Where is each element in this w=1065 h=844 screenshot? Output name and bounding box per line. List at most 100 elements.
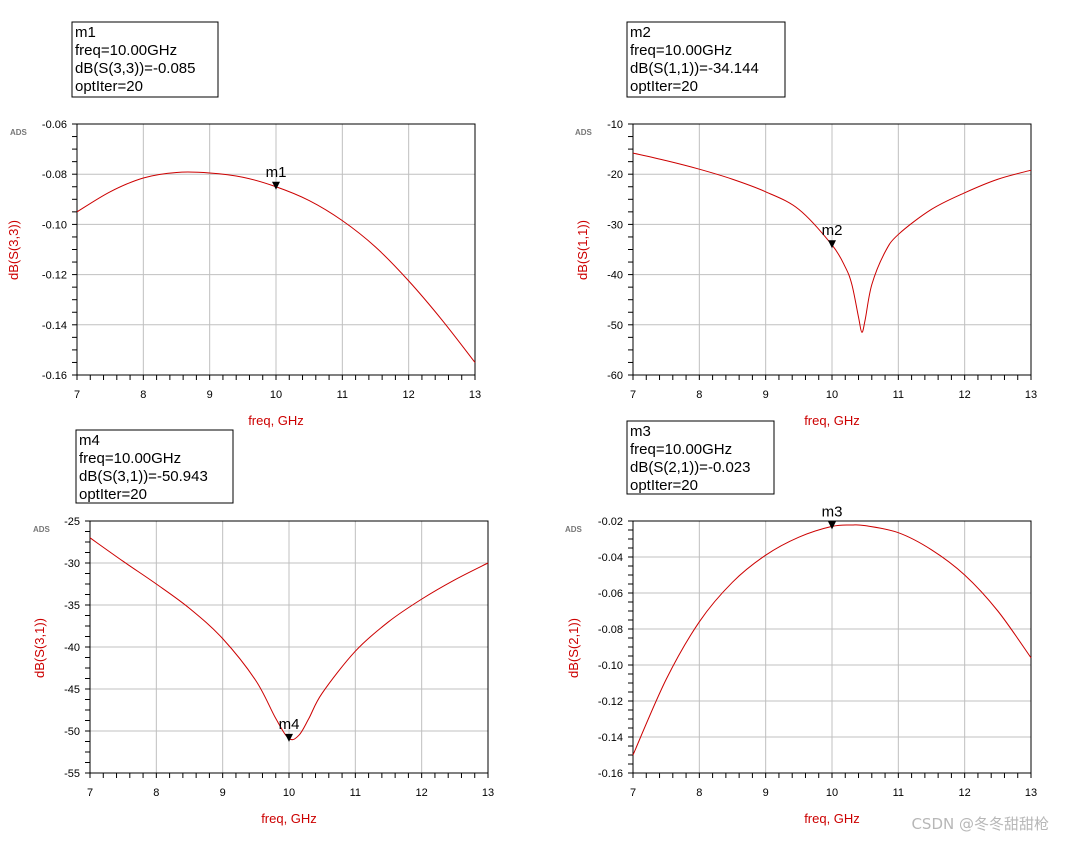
- y-tick-label: -50: [64, 726, 80, 738]
- x-tick-label: 11: [337, 389, 348, 401]
- x-tick-label: 9: [763, 389, 769, 401]
- x-tick-label: 11: [350, 787, 361, 799]
- y-tick-label: -10: [607, 119, 623, 131]
- x-tick-label: 9: [207, 389, 213, 401]
- y-tick-label: -60: [607, 370, 623, 382]
- y-tick-label: -20: [607, 169, 623, 181]
- readout-line: freq=10.00GHz: [75, 42, 177, 59]
- readout-line: m1: [75, 24, 96, 41]
- x-tick-label: 13: [1025, 787, 1037, 799]
- y-tick-label: -30: [607, 219, 623, 231]
- marker-label: m1: [266, 164, 287, 181]
- readout-line: optIter=20: [630, 78, 698, 95]
- y-tick-label: -40: [607, 270, 623, 282]
- y-tick-label: -0.16: [598, 768, 623, 780]
- readout-line: freq=10.00GHz: [79, 450, 181, 467]
- plot-p1: ADS 7 8 9 10 11 12 13 -0.16 -0.14 -0.12 -0.10 -0.08 -…: [6, 21, 481, 428]
- x-tick-label: 7: [630, 787, 636, 799]
- x-tick-label: 10: [826, 787, 838, 799]
- x-tick-label: 12: [959, 787, 971, 799]
- marker-triangle: [285, 733, 293, 742]
- marker-readout-box: m2freq=10.00GHzdB(S(1,1))=-34.144optIter…: [626, 21, 786, 98]
- x-tick-label: 12: [403, 389, 415, 401]
- x-tick-label: 8: [696, 787, 702, 799]
- x-axis-label: freq, GHz: [804, 811, 860, 826]
- x-tick-label: 7: [87, 787, 93, 799]
- readout-line: m4: [79, 432, 100, 449]
- x-axis-label: freq, GHz: [804, 413, 860, 428]
- x-tick-label: 8: [696, 389, 702, 401]
- ads-tag: ADS: [33, 525, 51, 534]
- marker-triangle: [272, 181, 280, 190]
- y-tick-label: -0.12: [598, 696, 623, 708]
- readout-frame: [71, 21, 219, 98]
- y-tick-label: -0.10: [598, 660, 623, 672]
- plot-frame: [632, 123, 1032, 376]
- x-axis-label: freq, GHz: [248, 413, 304, 428]
- plot-frame: [632, 520, 1032, 774]
- x-tick-label: 8: [140, 389, 146, 401]
- readout-frame: [75, 429, 234, 504]
- x-tick-label: 11: [893, 389, 904, 401]
- series-line: [632, 524, 1032, 756]
- y-tick-label: -45: [64, 684, 80, 696]
- marker-triangle: [828, 240, 836, 249]
- series-line: [632, 152, 1032, 333]
- y-tick-label: -0.02: [598, 516, 623, 528]
- watermark: CSDN @冬冬甜甜枪: [911, 815, 1049, 833]
- marker-readout-box: m4freq=10.00GHzdB(S(3,1))=-50.943optIter…: [75, 429, 234, 504]
- x-tick-label: 13: [469, 389, 481, 401]
- y-axis-label: dB(S(1,1)): [575, 220, 590, 280]
- y-tick-label: -0.16: [42, 370, 67, 382]
- y-tick-label: -0.14: [598, 732, 623, 744]
- readout-line: freq=10.00GHz: [630, 42, 732, 59]
- plot-p4: ADS 7 8 9 10 11 12 13 -55 -50 -45 -40 -35 -30 -25 freq,…: [32, 429, 494, 826]
- x-tick-label: 9: [220, 787, 226, 799]
- y-tick-label: -0.14: [42, 320, 67, 332]
- x-tick-label: 7: [74, 389, 80, 401]
- x-tick-label: 10: [270, 389, 282, 401]
- readout-line: optIter=20: [79, 486, 147, 503]
- ads-tag: ADS: [575, 128, 593, 137]
- marker-triangle: [828, 521, 836, 530]
- y-tick-label: -25: [64, 516, 80, 528]
- ads-tag: ADS: [565, 525, 583, 534]
- readout-line: dB(S(3,3))=-0.085: [75, 60, 195, 77]
- y-axis-label: dB(S(2,1)): [566, 618, 581, 678]
- marker-label: m4: [279, 716, 300, 733]
- ads-tag: ADS: [10, 128, 28, 137]
- readout-line: freq=10.00GHz: [630, 441, 732, 458]
- y-tick-label: -50: [607, 320, 623, 332]
- readout-line: optIter=20: [75, 78, 143, 95]
- x-axis-label: freq, GHz: [261, 811, 317, 826]
- readout-line: dB(S(3,1))=-50.943: [79, 468, 208, 485]
- plot-frame: [76, 123, 476, 376]
- y-tick-label: -0.12: [42, 270, 67, 282]
- y-tick-label: -0.06: [598, 588, 623, 600]
- readout-line: m2: [630, 24, 651, 41]
- y-axis-label: dB(S(3,1)): [32, 618, 47, 678]
- x-tick-label: 7: [630, 389, 636, 401]
- marker-label: m3: [822, 503, 843, 520]
- y-tick-label: -0.08: [598, 624, 623, 636]
- x-tick-label: 9: [763, 787, 769, 799]
- y-tick-label: -35: [64, 600, 80, 612]
- x-tick-label: 13: [1025, 389, 1037, 401]
- x-tick-label: 10: [826, 389, 838, 401]
- marker-label: m2: [822, 222, 843, 239]
- readout-line: dB(S(2,1))=-0.023: [630, 459, 750, 476]
- y-tick-label: -0.08: [42, 169, 67, 181]
- readout-line: m3: [630, 423, 651, 440]
- y-tick-label: -0.04: [598, 552, 623, 564]
- readout-line: optIter=20: [630, 477, 698, 494]
- x-tick-label: 12: [416, 787, 428, 799]
- x-tick-label: 10: [283, 787, 295, 799]
- y-tick-label: -55: [64, 768, 80, 780]
- y-tick-label: -0.06: [42, 119, 67, 131]
- y-tick-label: -40: [64, 642, 80, 654]
- readout-frame: [626, 420, 775, 495]
- x-tick-label: 11: [893, 787, 904, 799]
- readout-line: dB(S(1,1))=-34.144: [630, 60, 759, 77]
- x-tick-label: 8: [153, 787, 159, 799]
